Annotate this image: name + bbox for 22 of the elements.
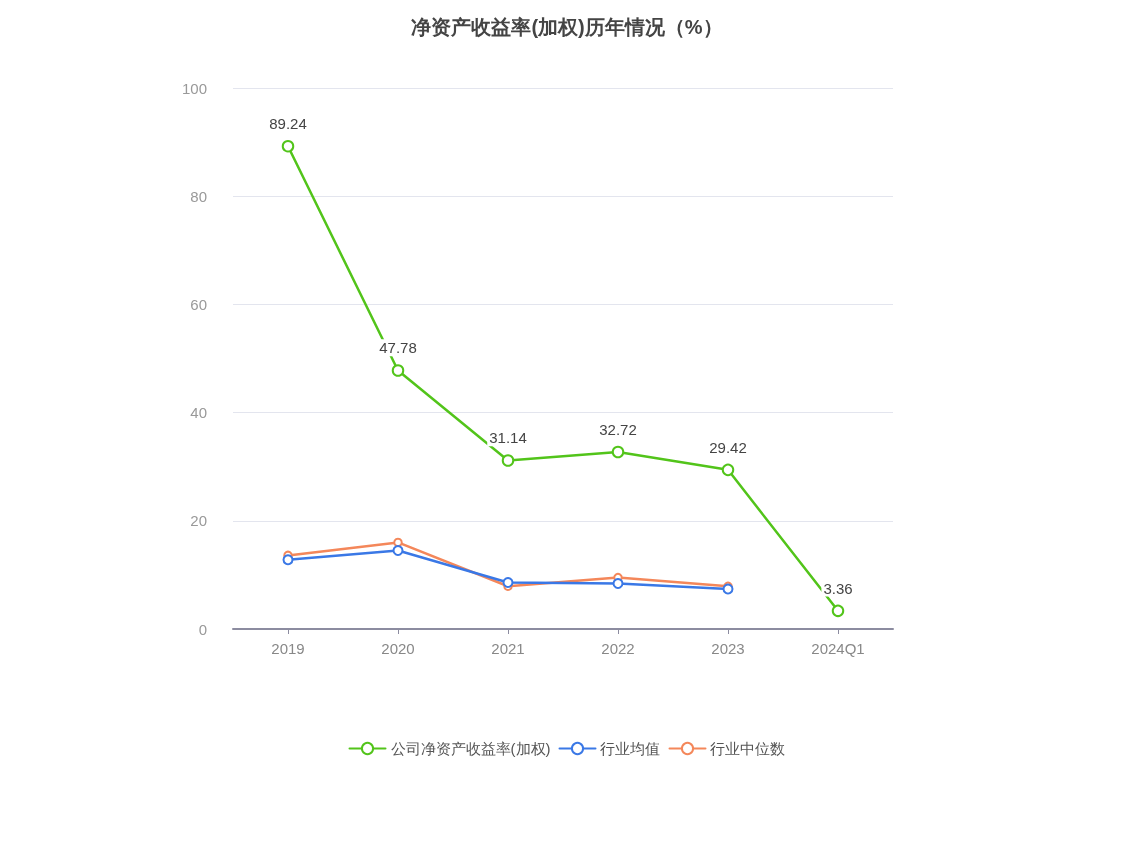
x-tick-label: 2023 xyxy=(711,640,745,657)
y-tick-label: 60 xyxy=(190,295,207,313)
data-label: 31.14 xyxy=(489,429,527,447)
legend-label: 公司净资产收益率(加权) xyxy=(390,740,551,757)
legend-label: 行业均值 xyxy=(600,740,661,757)
x-tick-label: 2021 xyxy=(491,640,525,657)
chart-title: 净资产收益率(加权)历年情况（%） xyxy=(411,16,723,38)
x-tick-label: 2024Q1 xyxy=(811,640,865,657)
y-tick-label: 80 xyxy=(190,187,207,205)
data-label: 29.42 xyxy=(709,438,747,456)
data-label: 89.24 xyxy=(269,114,307,132)
y-tick-label: 20 xyxy=(190,512,207,530)
y-tick-label: 40 xyxy=(190,404,207,422)
x-tick-label: 2020 xyxy=(381,640,415,657)
y-tick-label: 100 xyxy=(181,79,207,97)
data-label: 32.72 xyxy=(599,420,637,438)
data-label: 47.78 xyxy=(379,339,417,357)
y-tick-label: 0 xyxy=(198,620,207,638)
x-tick-label: 2022 xyxy=(601,640,635,657)
x-tick-label: 2019 xyxy=(271,640,305,657)
legend-label: 行业中位数 xyxy=(710,740,786,757)
data-label: 3.36 xyxy=(823,579,853,597)
